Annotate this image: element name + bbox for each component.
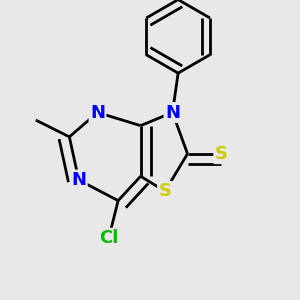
Text: N: N	[165, 103, 180, 122]
Text: Cl: Cl	[99, 229, 118, 247]
Text: S: S	[215, 145, 228, 163]
Text: methyl: methyl	[33, 119, 38, 121]
Text: N: N	[90, 103, 105, 122]
Text: N: N	[71, 171, 86, 189]
Text: S: S	[158, 182, 172, 200]
Text: methyl: methyl	[32, 117, 37, 118]
